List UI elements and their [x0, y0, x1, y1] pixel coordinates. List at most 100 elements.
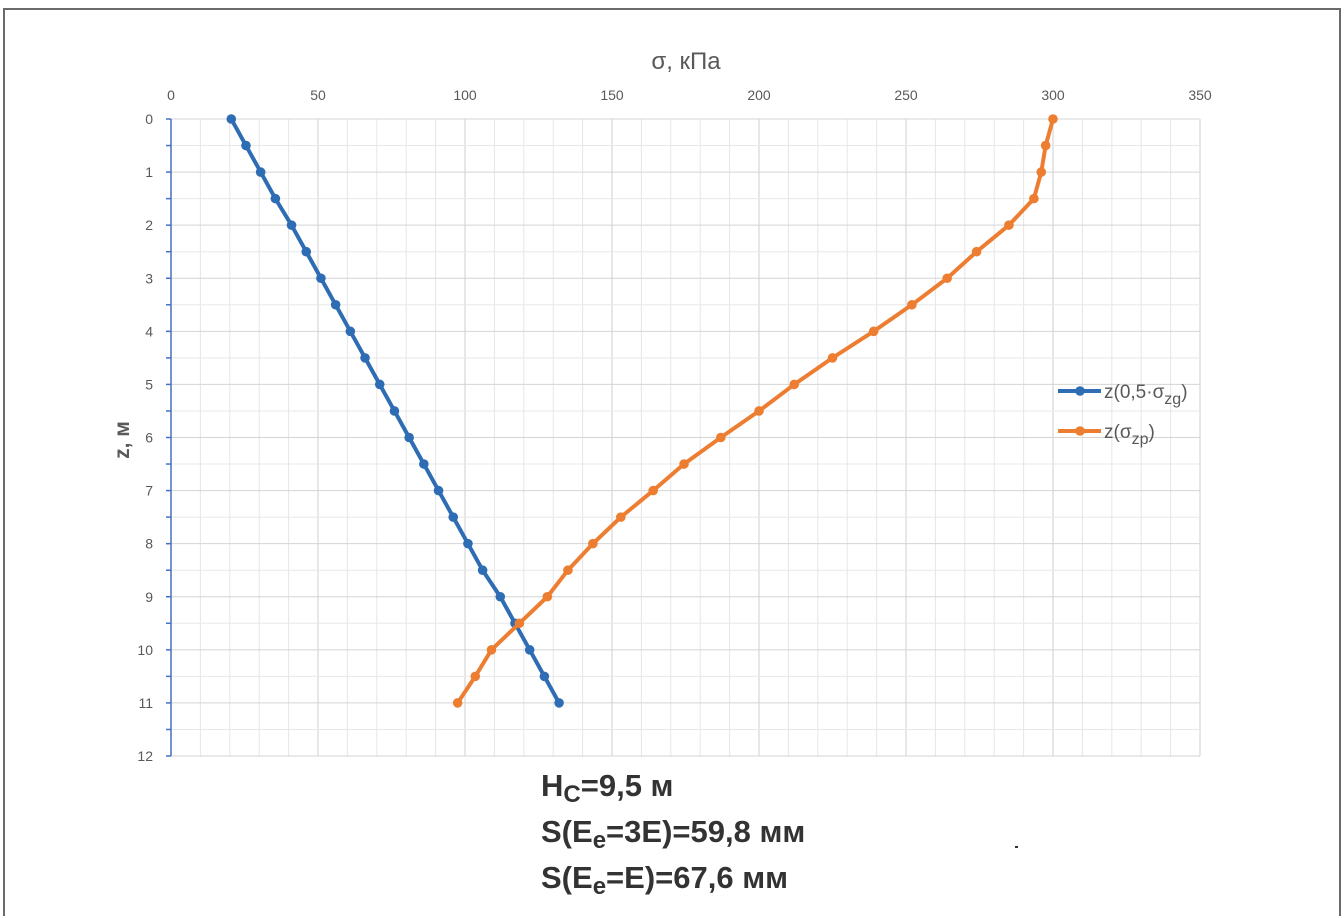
chart-frame [3, 8, 1341, 916]
series-2-point [470, 671, 481, 682]
series-1-point [389, 406, 400, 416]
note-settlement-e-main: S(E [541, 860, 593, 895]
series-1-point [404, 432, 414, 443]
note-settlement-e-sub: e [592, 873, 607, 900]
x-tick-label: 150 [600, 87, 624, 103]
note-settlement-3e-rest: =3E)=59,8 мм [606, 814, 806, 849]
series-2-point [542, 591, 553, 602]
note-hc-main: H [541, 768, 564, 803]
x-tick-label: 0 [167, 87, 175, 103]
y-tick-label: 1 [145, 164, 153, 180]
series-1-point [554, 698, 564, 708]
series-1-point [286, 220, 297, 230]
x-tick-label: 100 [453, 87, 477, 103]
series-2-point [1040, 140, 1051, 151]
stray-mark [1015, 846, 1018, 848]
series-1-point [316, 273, 326, 284]
series-2-point [1036, 167, 1047, 177]
series-2-point [452, 698, 463, 708]
y-tick-label: 4 [145, 323, 153, 339]
series-1-point [419, 459, 429, 469]
series-1-point [345, 326, 356, 337]
x-tick-label: 200 [747, 87, 771, 103]
series-2-point [754, 406, 764, 416]
series-1-point [495, 591, 506, 602]
series-2-point [679, 459, 689, 469]
series-1 [226, 114, 564, 708]
series-1-point [330, 299, 341, 310]
series-2-point [514, 618, 525, 629]
note-settlement-e: S(Ee=E)=67,6 мм [541, 862, 788, 899]
series-1-point [463, 538, 473, 549]
series-2-point [907, 299, 917, 310]
series-2-point [789, 379, 800, 390]
x-axis-title: σ, кПа [651, 48, 721, 75]
x-tick-label: 50 [310, 87, 326, 103]
legend-item-1: z(0,5·σzg) [1058, 382, 1188, 408]
series-2-point [563, 565, 573, 576]
legend-swatch-marker [1075, 386, 1085, 396]
series-2-point [616, 512, 626, 522]
y-tick-label: 3 [145, 270, 153, 286]
y-tick-label: 6 [145, 430, 153, 446]
series-2-point [942, 273, 952, 284]
y-tick-label: 8 [145, 536, 153, 552]
series-2-point [648, 485, 658, 496]
series-1-point [477, 565, 488, 576]
y-tick-label: 5 [145, 376, 153, 392]
legend-label-close: ) [1148, 422, 1154, 443]
legend-label-main: z(0,5·σ [1104, 382, 1165, 403]
series-1-point [433, 485, 444, 496]
note-settlement-e-rest: =E)=67,6 мм [606, 860, 789, 895]
series-1-point [255, 167, 266, 177]
legend-label-sub: zp [1132, 431, 1149, 448]
legend-label-main: z(σ [1104, 422, 1132, 443]
series-2-point [1048, 114, 1058, 124]
note-settlement-3e: S(Ee=3E)=59,8 мм [541, 816, 805, 853]
series-1-point [270, 193, 281, 204]
series-2-point [715, 432, 726, 443]
y-tick-label: 0 [145, 111, 153, 127]
y-tick-label: 2 [145, 217, 153, 233]
note-hc-rest: =9,5 м [580, 768, 674, 803]
note-settlement-3e-main: S(E [541, 814, 593, 849]
series-2-point [588, 538, 598, 549]
series-1-point [374, 379, 385, 390]
note-hc: HC=9,5 м [541, 770, 673, 807]
series-2 [452, 114, 1058, 708]
y-tick-label: 12 [137, 748, 153, 764]
y-axis-title: z, м [111, 421, 134, 459]
legend-item-2: z(σzp) [1058, 422, 1155, 448]
note-settlement-3e-sub: e [592, 827, 607, 854]
series-2-point [1029, 193, 1039, 204]
legend-label-close: ) [1181, 382, 1187, 403]
y-tick-label: 10 [137, 642, 153, 658]
grid [170, 118, 1201, 757]
y-tick-label: 9 [145, 589, 153, 605]
series-1-point [448, 512, 459, 522]
series-2-point [868, 326, 879, 337]
series-1-point [524, 645, 535, 655]
series-2-point [971, 246, 982, 257]
legend: z(0,5·σzg)z(σzp) [1058, 382, 1188, 448]
series-1-point [301, 246, 312, 257]
series-layer [226, 114, 1058, 708]
legend-label: z(0,5·σzg) [1104, 382, 1188, 408]
legend-label: z(σzp) [1104, 422, 1155, 448]
series-1-point [539, 671, 550, 682]
note-hc-sub: C [563, 781, 581, 808]
legend-label-sub: zg [1164, 391, 1181, 408]
x-tick-label: 350 [1188, 87, 1212, 103]
y-tick-label: 11 [138, 695, 153, 711]
legend-swatch-marker [1075, 426, 1085, 436]
x-tick-label: 250 [894, 87, 918, 103]
x-tick-label: 300 [1041, 87, 1065, 103]
series-2-point [827, 353, 838, 363]
series-2-point [486, 645, 497, 655]
y-tick-label: 7 [145, 483, 153, 499]
series-1-point [360, 353, 370, 363]
series-2-point [1004, 220, 1014, 230]
series-1-point [241, 140, 251, 151]
